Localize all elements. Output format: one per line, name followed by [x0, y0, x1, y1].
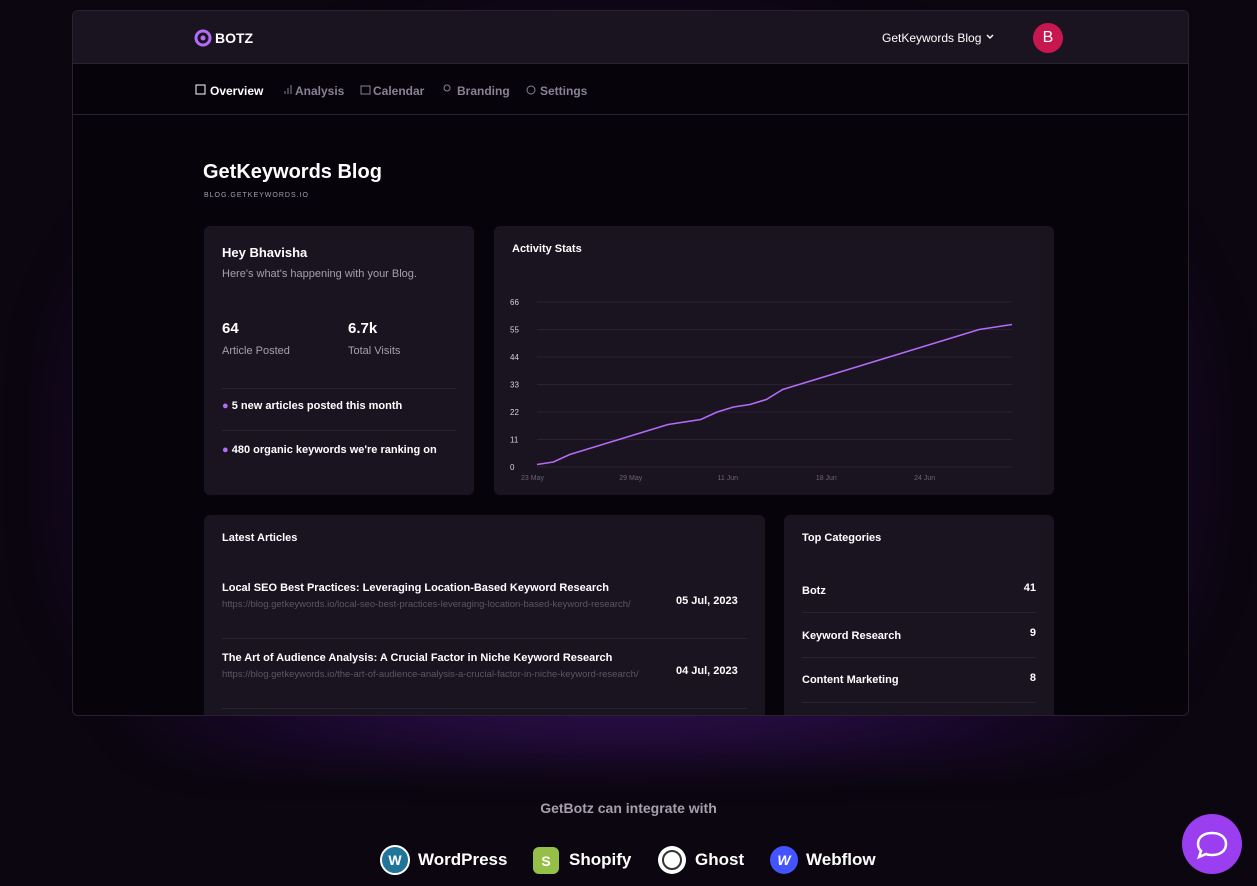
nav-tab[interactable]: Calendar: [373, 84, 425, 98]
divider: [802, 657, 1036, 658]
nav-bar: [73, 64, 1188, 115]
subtitle: Here's what's happening with your Blog.: [222, 268, 417, 280]
divider: [802, 612, 1036, 613]
top-bar: BOTZ GetKeywords Blog B: [73, 11, 1188, 64]
y-tick-label: 0: [510, 463, 515, 472]
integration: Shopify: [569, 850, 632, 869]
nav-tab[interactable]: Settings: [540, 84, 588, 98]
category-name: Keyword Research: [802, 630, 902, 642]
divider: [222, 638, 747, 639]
y-tick-label: 44: [510, 353, 519, 362]
note: ● 5 new articles posted this month: [222, 400, 403, 412]
stat-value: 6.7k: [348, 320, 378, 337]
articles-card: Latest Articles Local SEO Best Practices…: [204, 515, 765, 715]
chat-icon: [1196, 831, 1228, 860]
app-window: BOTZ GetKeywords Blog B Overview Analysi…: [72, 10, 1189, 716]
y-tick-label: 33: [510, 381, 519, 390]
category-name: Botz: [802, 585, 826, 597]
note: ● 480 organic keywords we're ranking on: [222, 444, 437, 456]
category-count: 41: [1023, 582, 1036, 594]
line-series: [536, 323, 1013, 466]
stat-label: Article Posted: [222, 345, 290, 357]
article-url: https://blog.getkeywords.io/the-art-of-a…: [222, 669, 639, 680]
welcome-card: Hey Bhavisha Here's what's happening wit…: [204, 226, 474, 495]
x-tick-label: 23 May: [521, 475, 544, 482]
category-count: 9: [1029, 627, 1036, 639]
article-date: 04 Jul, 2023: [676, 665, 738, 677]
chart-title: Activity Stats: [512, 243, 582, 255]
integrations-title: GetBotz can integrate with: [540, 800, 717, 816]
chat-button[interactable]: [1182, 814, 1242, 874]
y-tick-label: 66: [510, 298, 519, 307]
article-date: 05 Jul, 2023: [676, 595, 738, 607]
divider: [222, 708, 747, 709]
card-title: Latest Articles: [222, 532, 298, 544]
greeting: Hey Bhavisha: [222, 245, 308, 260]
x-tick-label: 11 Jun: [718, 475, 739, 482]
categories-card: Top Categories Botz 41 Keyword Research …: [784, 515, 1054, 715]
svg-text:S: S: [541, 853, 550, 869]
nav-tab[interactable]: Overview: [210, 84, 264, 98]
y-tick-label: 55: [510, 326, 519, 335]
article-title[interactable]: Local SEO Best Practices: Leveraging Loc…: [222, 582, 609, 594]
divider: [802, 702, 1036, 703]
note-text: 480 organic keywords we're ranking on: [231, 444, 437, 456]
activity-card: Activity Stats 0 11 22 33 44 55 66 23 May 29 May…: [494, 226, 1054, 495]
y-tick-label: 22: [510, 408, 519, 417]
article-url: https://blog.getkeywords.io/local-seo-be…: [222, 599, 631, 610]
stat-label: Total Visits: [348, 345, 401, 357]
brand: BOTZ: [215, 30, 254, 46]
chevron: [986, 34, 994, 39]
svg-text:W: W: [388, 852, 402, 868]
category-name: Content Marketing: [802, 674, 899, 686]
integration-icons: W S W: [380, 845, 798, 875]
category-count: 8: [1029, 672, 1036, 684]
blog-url[interactable]: BLOG.GETKEYWORDS.IO: [204, 192, 309, 199]
x-tick-label: 18 Jun: [816, 475, 837, 482]
y-tick-label: 11: [510, 436, 519, 445]
integration: Webflow: [806, 850, 876, 869]
nav-tab[interactable]: Branding: [457, 84, 510, 98]
svg-text:W: W: [777, 852, 792, 868]
article-title[interactable]: The Art of Audience Analysis: A Crucial …: [222, 652, 613, 664]
card-title: Top Categories: [802, 532, 882, 544]
chart: 0 11 22 33 44 55 66 23 May 29 May 11 Jun 18 Jun 24 …: [510, 298, 1013, 482]
logo-icon: [194, 29, 212, 47]
integration: WordPress: [418, 850, 508, 869]
blog-selector[interactable]: GetKeywords Blog: [882, 31, 982, 45]
avatar[interactable]: B: [1033, 23, 1063, 53]
blog-title: GetKeywords Blog: [203, 161, 382, 183]
divider: [222, 430, 456, 431]
x-tick-label: 29 May: [619, 475, 642, 482]
divider: [222, 388, 456, 389]
note-text: 5 new articles posted this month: [231, 400, 403, 412]
nav-icons: [195, 84, 536, 95]
x-tick-label: 24 Jun: [914, 475, 935, 482]
nav-tab[interactable]: Analysis: [295, 84, 345, 98]
integration: Ghost: [695, 850, 745, 869]
stat-value: 64: [222, 320, 239, 337]
